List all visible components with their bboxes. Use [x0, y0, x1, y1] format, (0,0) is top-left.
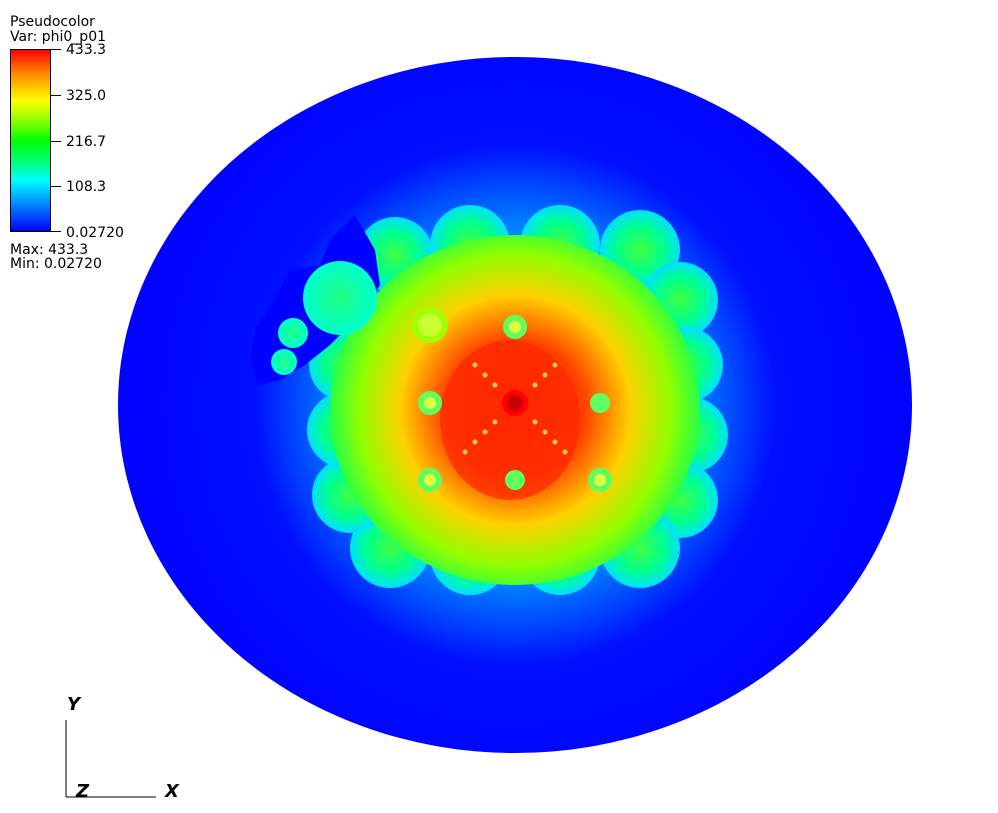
min-value-label: Min: 0.02720 [10, 256, 102, 272]
colorbar-tick [51, 231, 61, 232]
y-axis-label: Y [67, 694, 82, 715]
legend-title: Pseudocolor [10, 14, 95, 30]
colorbar-tick-label: 0.02720 [66, 225, 124, 241]
colorbar-tick-label: 433.3 [66, 42, 107, 58]
bubble [278, 318, 308, 348]
colorbar-tick [51, 95, 61, 96]
bubble [303, 261, 377, 335]
colorbar-tick-label: 108.3 [66, 179, 107, 195]
colorbar-tick [51, 141, 61, 142]
colorbar-tick-label: 216.7 [66, 134, 107, 150]
pin-markers [412, 307, 612, 492]
diagonal-dots [462, 362, 568, 455]
x-axis-label: X [164, 781, 180, 802]
legend-variable: Var: phi0_p01 [10, 29, 107, 45]
max-value-label: Max: 433.3 [10, 242, 89, 258]
colorbar-tick [51, 49, 61, 50]
colorbar-tick-label: 325.0 [66, 88, 107, 104]
z-axis-label: Z [75, 781, 90, 802]
colorbar [10, 49, 51, 232]
bubble [271, 349, 297, 375]
colorbar-tick [51, 186, 61, 187]
